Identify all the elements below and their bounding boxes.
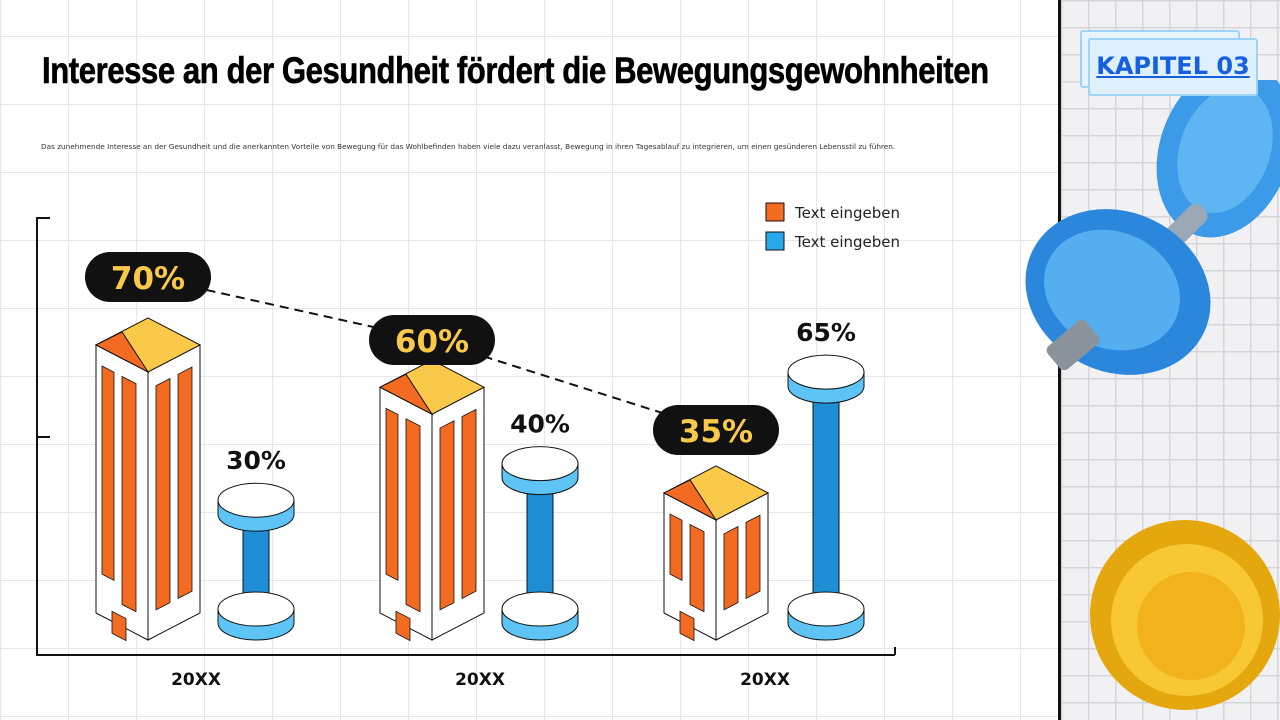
building-roof-side	[662, 479, 718, 522]
building-door	[395, 610, 411, 642]
dumbbell-handle	[812, 381, 840, 606]
legend-label: Text eingeben	[794, 204, 900, 222]
building-window	[177, 366, 193, 600]
value-pill	[653, 405, 779, 455]
page-title: Interesse an der Gesundheit fördert die …	[42, 50, 990, 92]
dumbbell-top-disc-top	[217, 482, 295, 518]
dumbbell-bottom-disc-top	[217, 591, 295, 627]
chapter-label: KAPITEL 03	[1096, 52, 1250, 80]
building-window	[155, 377, 171, 611]
dumbbell-icon	[1025, 80, 1280, 375]
building-window	[405, 418, 421, 613]
chart: Text eingeben Text eingeben 20XX 20XX 20XX 70…	[36, 202, 900, 690]
dumbbell-top-disc-top	[501, 446, 579, 482]
dumbbell-bottom-disc-top	[501, 591, 579, 627]
building-window	[745, 514, 761, 600]
data-label: 30%	[226, 446, 286, 475]
data-label: 60%	[395, 324, 469, 360]
building-roof-side	[378, 373, 434, 416]
dumbbell-bar	[217, 482, 295, 641]
data-label: 35%	[679, 414, 753, 450]
x-tick-label: 20XX	[740, 670, 790, 690]
building-window	[669, 513, 683, 582]
dumbbell-image	[1025, 80, 1280, 710]
building-door	[111, 610, 127, 642]
legend-swatch	[765, 231, 785, 251]
page-description: Das zunehmende Interesse an der Gesundhe…	[41, 142, 896, 151]
building-window	[723, 525, 739, 611]
legend-swatch	[765, 202, 785, 222]
dumbbell-bar	[501, 446, 579, 641]
dumbbell-bar	[787, 354, 865, 641]
x-tick-label: 20XX	[171, 670, 221, 690]
building-roof-side	[94, 331, 150, 374]
gold-medal-icon	[1090, 520, 1280, 710]
data-label: 40%	[510, 410, 570, 439]
value-pill	[85, 252, 211, 302]
legend-label: Text eingeben	[794, 233, 900, 251]
building-window	[689, 523, 705, 613]
building-window	[121, 375, 137, 613]
building-bar	[378, 359, 486, 642]
axis-lines	[36, 217, 896, 656]
building-window	[385, 407, 399, 582]
building-window	[101, 365, 115, 582]
value-pill	[369, 315, 495, 365]
building-bar	[662, 465, 770, 642]
dumbbell-top-disc-top	[787, 354, 865, 390]
building-window	[439, 420, 455, 611]
dumbbell-handle	[526, 473, 554, 606]
data-label: 65%	[796, 318, 856, 347]
chapter-badge[interactable]: KAPITEL 03	[1088, 38, 1258, 96]
building-bar	[94, 317, 202, 642]
dumbbell-bottom-disc-top	[787, 591, 865, 627]
data-label: 70%	[111, 261, 185, 297]
building-door	[679, 610, 695, 642]
building-window	[461, 408, 477, 600]
x-tick-label: 20XX	[455, 670, 505, 690]
